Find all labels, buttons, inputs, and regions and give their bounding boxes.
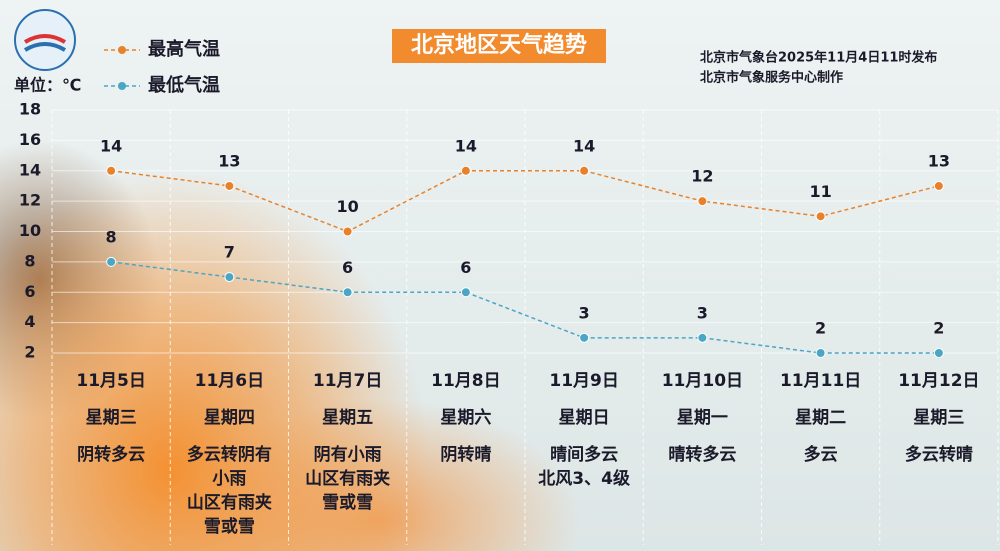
data-point: [579, 165, 590, 176]
x-tick-label: 11月5日: [76, 371, 146, 391]
data-point: [697, 196, 708, 207]
weather-label: 小雨: [212, 469, 246, 489]
data-label: 12: [691, 167, 713, 186]
data-label: 10: [336, 197, 358, 216]
data-point: [106, 165, 117, 176]
logo: [14, 9, 76, 71]
y-tick-label: 2: [24, 343, 35, 362]
y-tick-label: 14: [19, 160, 41, 179]
data-point: [815, 211, 826, 222]
data-point: [224, 272, 235, 283]
weather-label: 北风3、4级: [538, 468, 630, 489]
x-tick-label: 11月12日: [898, 371, 979, 391]
data-label: 6: [460, 258, 471, 277]
x-tick-label: 11月11日: [780, 371, 861, 391]
data-label: 14: [573, 136, 595, 155]
weekday-label: 星期三: [86, 408, 137, 428]
subtitle: 北京市气象服务中心制作: [700, 70, 843, 86]
data-point: [460, 165, 471, 176]
data-label: 13: [928, 151, 950, 170]
weather-label: 晴间多云: [550, 444, 618, 465]
data-label: 13: [218, 151, 240, 170]
weekday-label: 星期五: [322, 408, 373, 428]
y-tick-label: 6: [24, 282, 35, 301]
y-tick-label: 10: [19, 221, 41, 240]
y-tick-label: 12: [19, 191, 41, 210]
weekday-label: 星期一: [677, 408, 728, 428]
weekday-label: 星期三: [913, 408, 964, 428]
weather-label: 山区有雨夹: [305, 468, 390, 489]
y-tick-label: 8: [24, 251, 35, 270]
y-tick-label: 18: [19, 100, 41, 119]
data-label: 3: [579, 303, 590, 322]
legend-marker: [118, 46, 126, 54]
weather-label: 雪或雪: [204, 516, 255, 537]
subtitle: 北京市气象台2025年11月4日11时发布: [700, 50, 937, 66]
weather-label: 山区有雨夹: [187, 492, 272, 513]
weather-label: 雪或雪: [322, 492, 373, 513]
weather-label: 阴有小雨: [314, 444, 382, 465]
x-tick-label: 11月10日: [662, 371, 743, 391]
series-line: [111, 261, 939, 354]
x-tick-label: 11月8日: [431, 371, 501, 391]
weekday-label: 星期二: [795, 408, 846, 428]
weekday-label: 星期四: [204, 408, 255, 428]
data-point: [460, 287, 471, 298]
title-box: [392, 29, 606, 63]
data-label: 7: [224, 243, 235, 262]
data-point: [579, 332, 590, 343]
weekday-label: 星期日: [559, 408, 610, 428]
weather-label: 多云转晴: [905, 444, 973, 465]
weather-label: 阴转晴: [440, 444, 491, 465]
weather-label: 阴转多云: [77, 444, 145, 465]
data-label: 14: [100, 136, 122, 155]
legend-label: 最高气温: [148, 38, 220, 60]
data-label: 2: [933, 319, 944, 338]
data-label: 11: [809, 182, 831, 201]
weather-label: 多云转阴有: [187, 444, 272, 465]
weekday-label: 星期六: [440, 407, 491, 428]
x-tick-label: 11月6日: [195, 371, 265, 391]
data-label: 3: [697, 303, 708, 322]
series-line: [111, 170, 940, 233]
data-label: 6: [342, 258, 353, 277]
data-label: 8: [106, 227, 117, 246]
data-point: [106, 256, 117, 267]
data-point: [815, 348, 826, 358]
data-point: [933, 180, 944, 191]
chart-title: 北京地区天气趋势: [411, 32, 587, 58]
legend-marker: [118, 82, 126, 90]
data-label: 2: [815, 319, 826, 338]
data-point: [933, 348, 944, 358]
y-tick-label: 4: [24, 312, 35, 331]
data-label: 14: [455, 136, 477, 155]
legend-label: 最低气温: [148, 74, 220, 96]
x-tick-label: 11月9日: [549, 371, 619, 391]
data-point: [342, 226, 353, 237]
y-tick-label: 16: [19, 130, 41, 149]
data-point: [342, 287, 353, 298]
unit-label: 单位：℃: [14, 76, 81, 95]
data-point: [224, 180, 235, 191]
data-point: [697, 332, 708, 343]
x-tick-label: 11月7日: [313, 371, 383, 391]
weather-label: 多云: [804, 444, 838, 465]
weather-label: 晴转多云: [668, 444, 736, 465]
